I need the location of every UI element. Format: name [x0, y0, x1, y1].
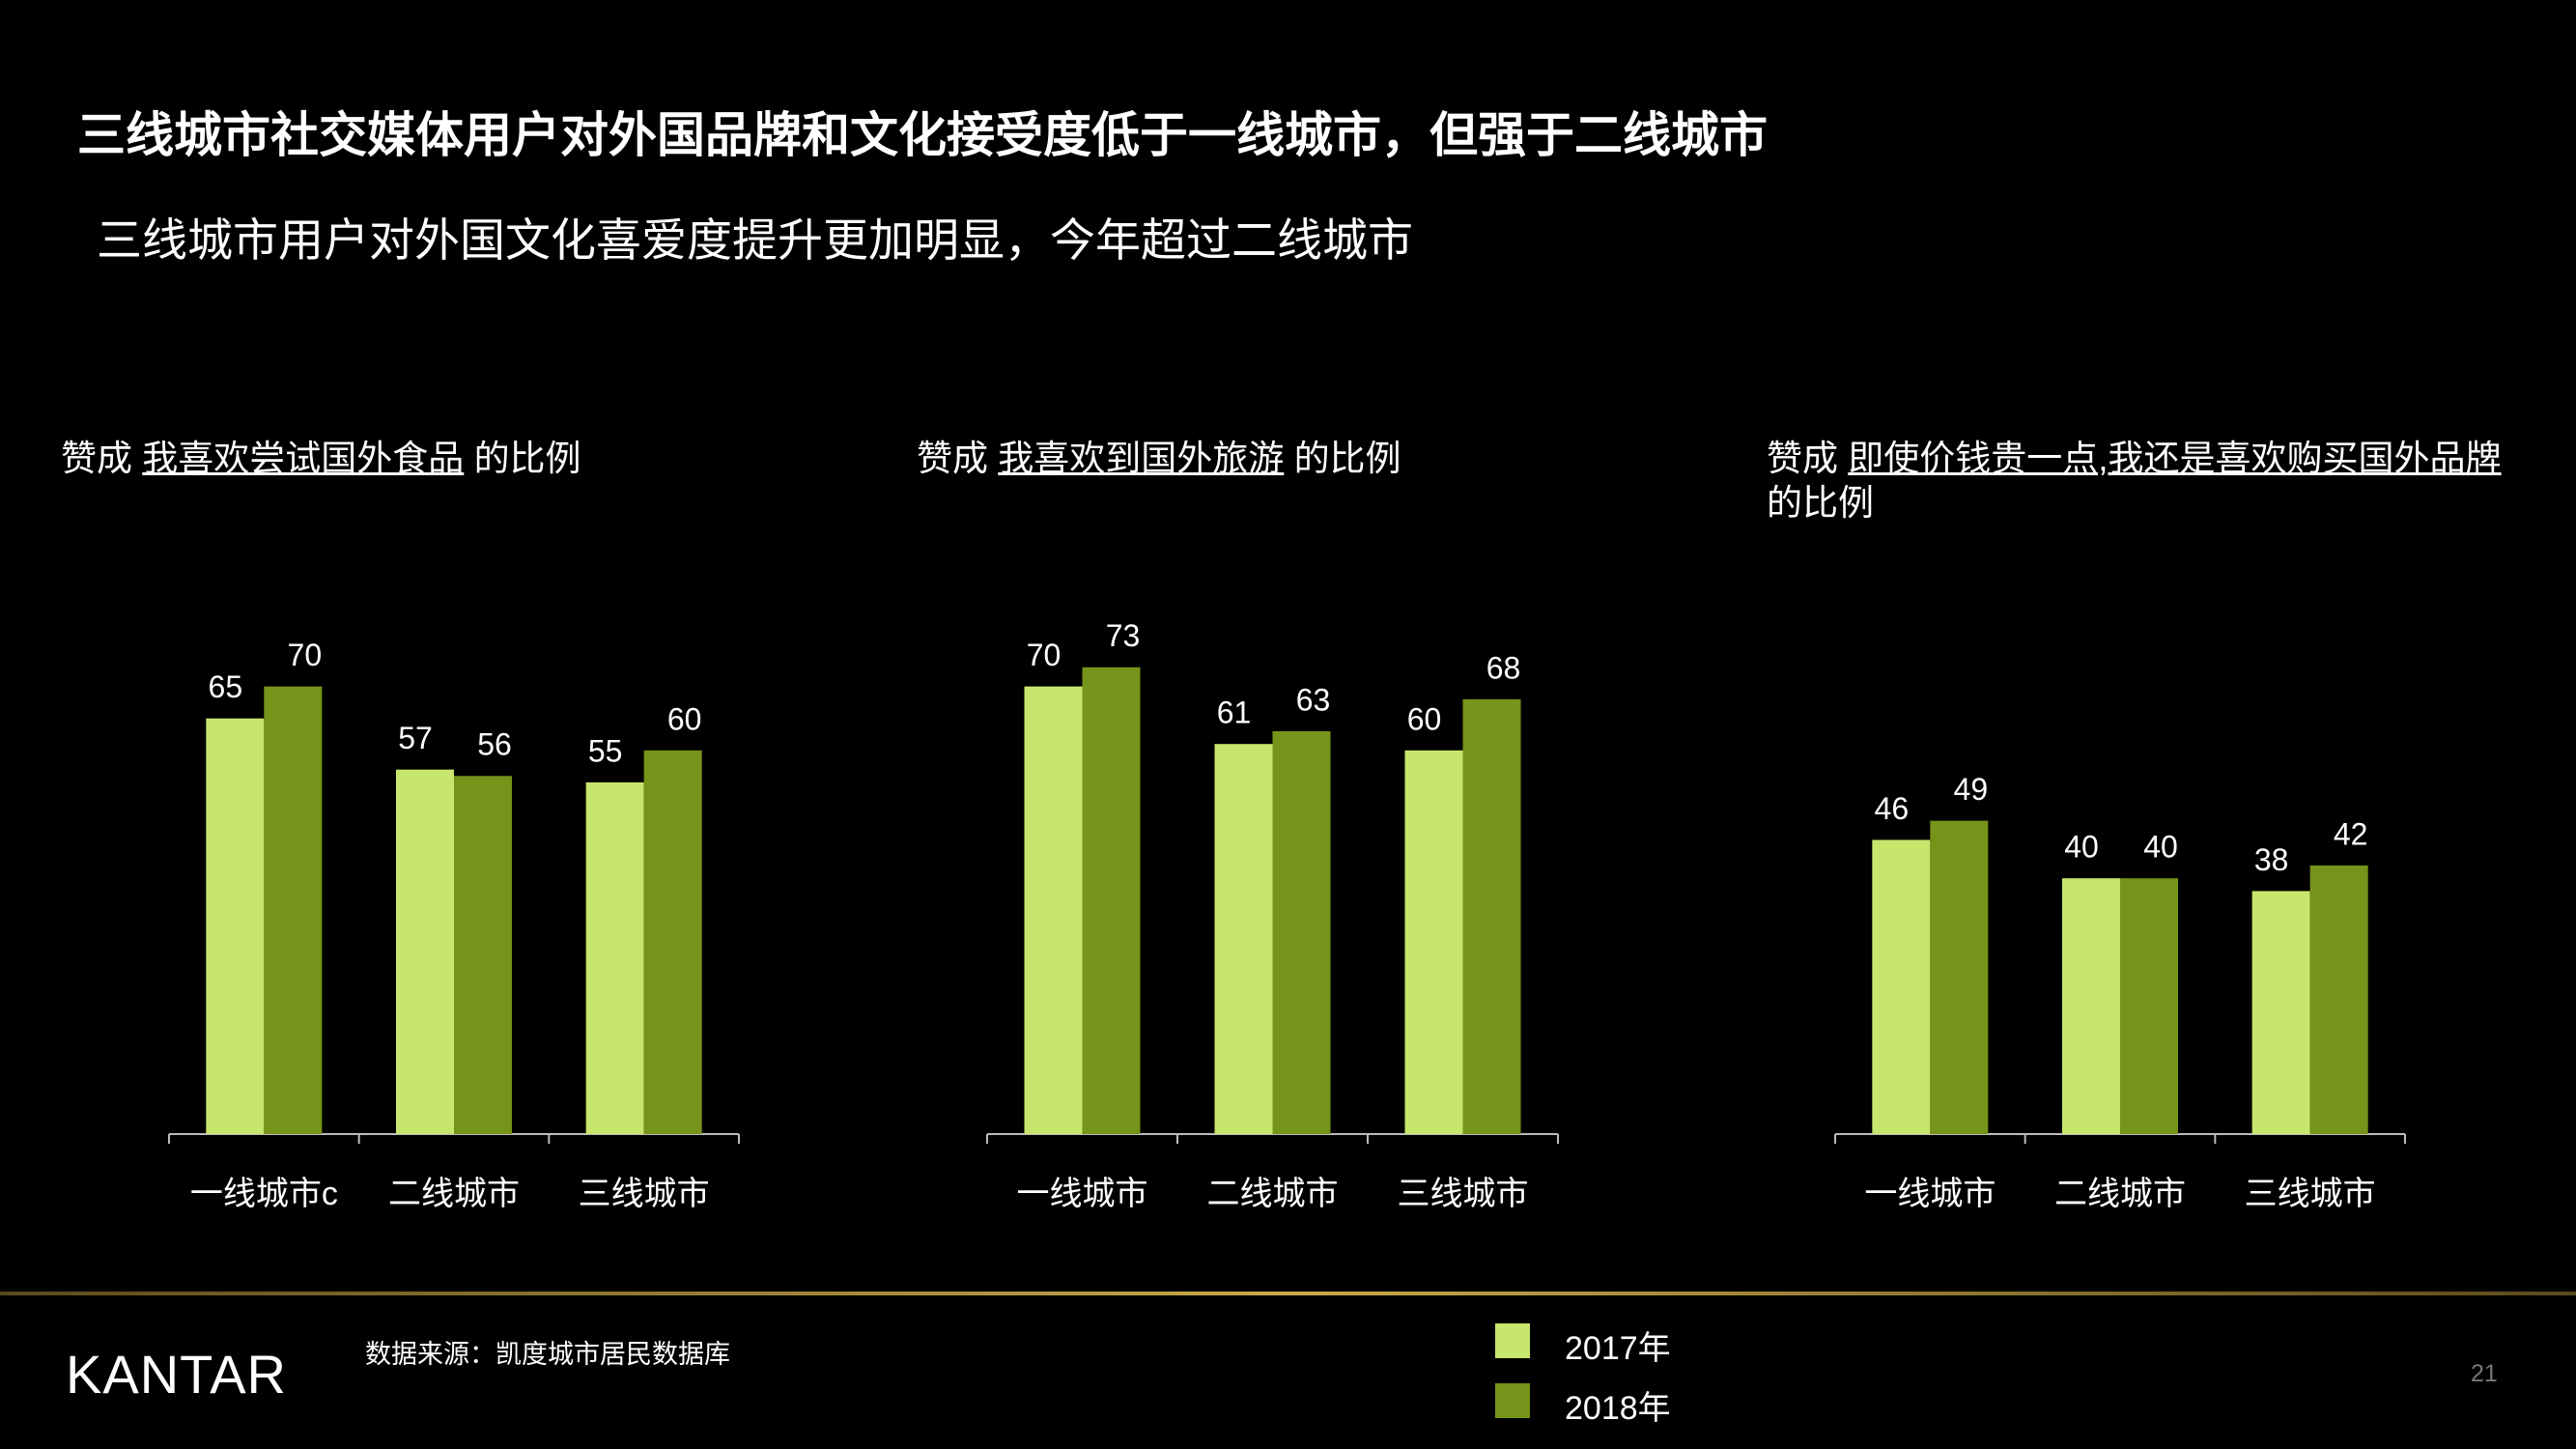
- chart-title: 赞成 我喜欢到国外旅游 的比例: [917, 437, 1709, 481]
- value-label: 70: [1027, 638, 1062, 672]
- logo: KANTAR: [66, 1344, 287, 1405]
- legend-label: 2017年: [1565, 1330, 1671, 1367]
- bar: [206, 718, 265, 1134]
- legend-label: 2018年: [1565, 1390, 1671, 1427]
- chart-title: 赞成 我喜欢尝试国外食品 的比例: [61, 437, 853, 481]
- value-label: 65: [209, 669, 243, 704]
- x-tick-label: 三线城市: [1398, 1176, 1529, 1212]
- value-label: 40: [2064, 830, 2099, 865]
- legend-swatch: [1495, 1323, 1530, 1358]
- bar: [1872, 839, 1931, 1134]
- value-label: 61: [1217, 696, 1252, 730]
- x-tick-label: 一线城市: [1017, 1176, 1148, 1212]
- page-number: 21: [2471, 1360, 2498, 1387]
- x-tick-label: 一线城市: [1864, 1176, 1996, 1212]
- chart-title-tail: 的比例: [1767, 483, 1874, 523]
- page-title: 三线城市社交媒体用户对外国品牌和文化接受度低于一线城市，但强于二线城市: [77, 108, 1768, 162]
- bar: [454, 776, 512, 1134]
- bar: [1214, 744, 1273, 1134]
- bar: [1272, 730, 1331, 1134]
- divider: [0, 1292, 2576, 1295]
- chart-title-highlight: 我喜欢尝试国外食品: [142, 439, 465, 478]
- x-tick-label: 三线城市: [579, 1176, 710, 1212]
- legend-swatch: [1495, 1383, 1530, 1418]
- value-label: 60: [667, 701, 702, 736]
- chart-title-tail: 的比例: [1293, 439, 1401, 478]
- value-label: 40: [2143, 830, 2178, 865]
- bar: [1024, 686, 1083, 1134]
- value-label: 57: [398, 721, 433, 755]
- chart-title-highlight: 我喜欢到国外旅游: [998, 439, 1285, 478]
- bar: [264, 686, 323, 1134]
- x-tick-label: 二线城市: [388, 1176, 520, 1212]
- bar: [1462, 698, 1521, 1134]
- source-note: 数据来源：凯度城市居民数据库: [365, 1340, 730, 1369]
- value-label: 38: [2254, 842, 2289, 877]
- value-label: 73: [1106, 618, 1141, 653]
- value-label: 68: [1486, 650, 1521, 685]
- bar: [1930, 820, 1989, 1134]
- chart-title: 赞成 即使价钱贵一点,我还是喜欢购买国外品牌 的比例: [1767, 437, 2520, 526]
- bar: [2120, 878, 2178, 1134]
- bar: [1082, 667, 1141, 1134]
- value-label: 70: [288, 638, 323, 672]
- bar: [2062, 878, 2120, 1134]
- value-label: 49: [1954, 772, 1989, 807]
- chart-title-tail: 的比例: [473, 439, 581, 478]
- chart-title-highlight: 即使价钱贵一点,我还是喜欢购买国外品牌: [1848, 439, 2502, 478]
- bar: [585, 781, 644, 1134]
- x-tick-label: 二线城市: [2054, 1176, 2186, 1212]
- value-label: 46: [1875, 791, 1910, 826]
- value-label: 56: [477, 727, 512, 762]
- x-tick-label: 三线城市: [2245, 1176, 2376, 1212]
- bar: [1404, 750, 1463, 1134]
- x-tick-label: 二线城市: [1207, 1176, 1339, 1212]
- page-subtitle: 三线城市用户对外国文化喜爱度提升更加明显，今年超过二线城市: [97, 214, 1413, 266]
- x-tick-label: 一线城市c: [190, 1176, 338, 1212]
- bar: [643, 750, 702, 1134]
- bar: [396, 769, 454, 1134]
- value-label: 55: [588, 733, 623, 768]
- chart-title-lead: 赞成: [917, 439, 988, 478]
- value-label: 60: [1407, 701, 1442, 736]
- chart-title-lead: 赞成: [1767, 439, 1838, 478]
- chart-title-lead: 赞成: [61, 439, 132, 478]
- bar: [2251, 891, 2310, 1134]
- value-label: 63: [1296, 682, 1331, 717]
- bar: [2309, 865, 2368, 1134]
- value-label: 42: [2334, 816, 2368, 851]
